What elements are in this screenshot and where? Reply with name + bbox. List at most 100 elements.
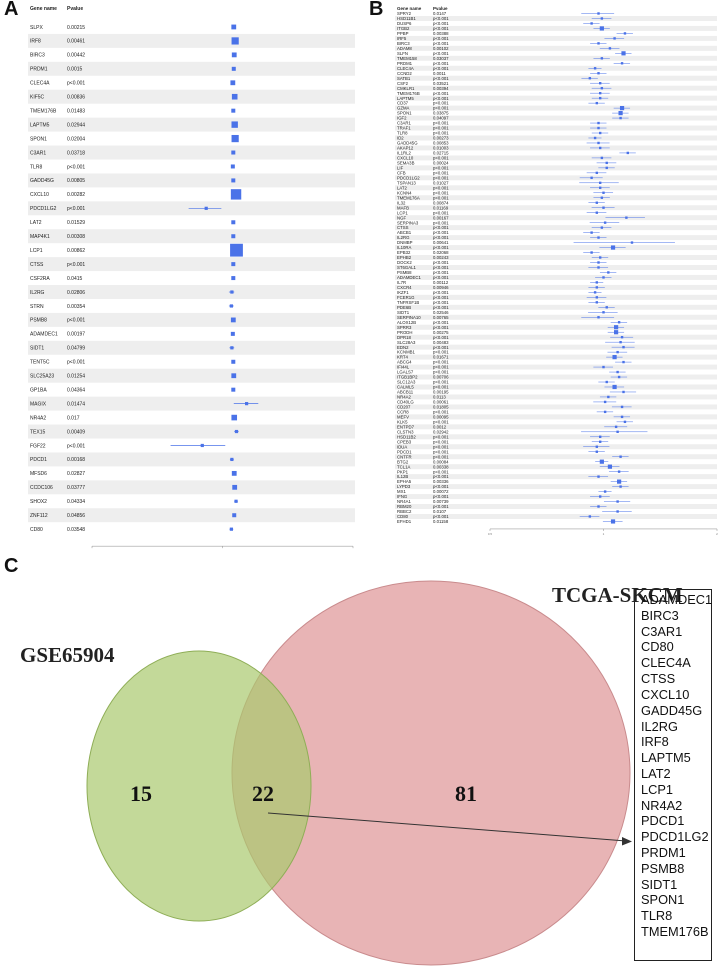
gene-label: PDCD1 [30,457,47,463]
p-value: 0.00095 [433,414,449,419]
gene-label: DNMBP [397,240,413,245]
p-value: 0.00273 [433,136,449,141]
row-stripe [395,334,717,340]
p-value: 0.04097 [433,116,449,121]
overlap-gene: LCP1 [641,781,674,797]
row-stripe [395,95,717,101]
row-stripe [395,424,717,430]
hr-marker [597,42,600,45]
gene-label: EPHB2 [397,255,412,260]
row-stripe [395,45,717,51]
p-value: 0.01027 [433,180,449,185]
p-value: 0.00336 [433,479,449,484]
hr-marker [622,345,625,349]
gene-label: RBM20 [397,504,412,509]
gene-label: CFB [397,170,406,175]
p-value: p<0.001 [433,175,449,180]
row-stripe [395,264,717,270]
row-stripe [28,89,355,104]
hr-marker [618,110,623,116]
overlap-gene: IRF8 [641,734,669,750]
p-value: 0.04799 [67,346,85,352]
gene-label: ITGB1BP2 [397,375,418,380]
row-stripe [395,513,717,519]
row-stripe [28,312,355,327]
hr-marker [590,176,593,180]
hr-marker [230,243,243,257]
hr-marker [597,261,600,264]
gene-label: SLPX [30,25,43,31]
hr-marker [595,101,599,105]
forest-plot-b: Gene name Pvalue SPRY2 0.0147 HSD11B1 p<0.001… [395,6,718,536]
overlap-gene: PDCD1LG2 [641,829,709,845]
gene-label: SLC12A3 [397,380,416,385]
gene-label: SPRY2 [397,11,412,16]
hr-marker [245,402,249,406]
gene-label: ENTPD7 [397,424,415,429]
hr-marker [619,485,622,488]
hr-marker [622,390,625,394]
gene-label: ABCG4 [397,360,412,365]
gene-label: NR4A2 [30,415,46,421]
gene-label: CLSTN3 [397,429,414,434]
gene-label: TMEM158 [397,56,417,61]
hr-marker [593,291,597,294]
gene-label: PPBP [397,31,409,36]
hr-marker [231,373,237,379]
hr-marker [616,430,619,434]
gene-label: AKAP12 [397,146,414,151]
hr-marker [603,410,607,414]
hr-marker [602,276,605,279]
hr-marker [623,420,627,424]
p-value: p<0.001 [67,360,85,366]
gene-label: ABCB11 [397,390,414,395]
p-value: p<0.001 [433,325,449,330]
gene-label: PRDM1 [30,67,48,73]
gene-label: SLC28A3 [397,340,416,345]
p-value: p<0.001 [433,504,449,509]
row-stripe [28,229,355,244]
hr-marker [595,171,599,175]
p-value: 0.00483 [433,340,449,345]
p-value: p<0.001 [433,449,449,454]
p-value: 0.00805 [67,178,85,184]
overlap-gene: SIDT1 [641,876,678,892]
hr-marker [630,241,634,244]
p-value: 0.00765 [433,315,449,320]
gene-label: MFSD6 [30,471,47,477]
hr-marker [610,245,616,250]
p-value: 0.00836 [67,95,85,101]
gene-label: TMEM176B [397,91,420,96]
p-value: 0.03875 [433,111,449,116]
p-value: 0.01003 [433,146,449,151]
row-stripe [395,434,717,440]
p-value: p<0.001 [433,101,449,106]
gene-label: SERPINA3 [397,220,419,225]
gene-label: LCP1 [397,210,408,215]
hr-marker [619,455,622,458]
overlap-gene-list: ADAMDEC1 BIRC3 C3AR1 CD80 CLEC4A CTSS CXCL10 GA… [634,589,712,961]
p-value: 0.01529 [67,220,85,226]
row-stripe [28,257,355,272]
p-value: 0.017 [67,415,80,421]
gene-label: TENT5C [30,360,50,366]
p-value: 0.00394 [433,86,449,91]
hr-marker [595,281,599,284]
hr-marker [600,57,604,60]
row-stripe [395,374,717,380]
p-value: 0.00275 [433,330,449,335]
overlap-gene: CTSS [641,671,676,687]
row-stripe [395,294,717,300]
gene-label: DOCK2 [397,260,412,265]
gene-label: TNFRSF1B [397,300,419,305]
gene-label: TLR8 [30,164,42,170]
gene-label: EFHD1 [397,519,412,524]
row-stripe [395,215,717,221]
p-value: p<0.001 [433,419,449,424]
p-value: 0.0147 [433,11,447,16]
row-stripe [28,340,355,355]
gene-label: CLEC4A [30,81,50,87]
hr-marker [619,106,625,111]
col-header-gene: Gene name [397,6,422,11]
gene-label: KLK5 [397,419,408,424]
